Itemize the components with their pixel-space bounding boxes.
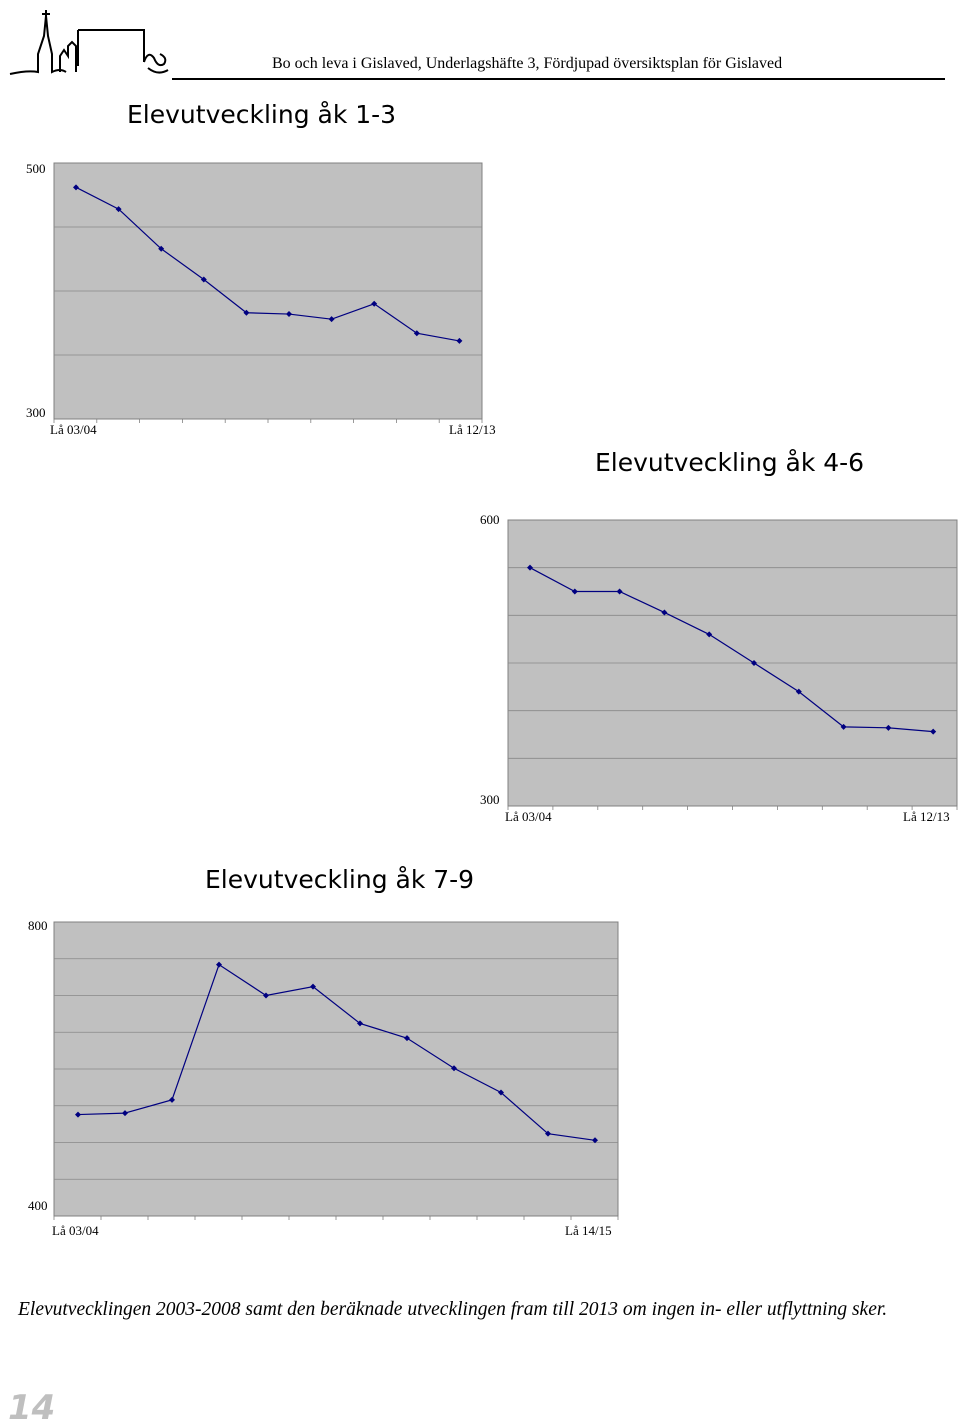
x-first-label-ak-7-9: Lå 03/04 [52, 1223, 99, 1238]
data-point-1-8 [371, 300, 378, 307]
y-min-label-ak-4-6: 300 [480, 792, 500, 807]
x-last-label-ak-1-3: Lå 12/13 [449, 422, 496, 437]
data-point-2-2 [571, 588, 578, 595]
y-max-label-ak-4-6: 600 [480, 512, 500, 527]
y-max-label-ak-7-9: 800 [28, 918, 48, 933]
gislaved-logo [9, 10, 169, 75]
figure-caption: Elevutvecklingen 2003-2008 samt den berä… [18, 1299, 888, 1320]
data-point-3-9 [451, 1065, 457, 1072]
x-last-label-ak-4-6: Lå 12/13 [903, 809, 950, 824]
data-point-1-2 [115, 206, 122, 213]
data-point-1-4 [200, 276, 207, 283]
data-point-1-1 [73, 184, 79, 191]
data-point-3-2 [122, 1110, 128, 1117]
series-line-2 [529, 567, 934, 733]
data-point-1-10 [456, 337, 463, 344]
data-point-1-7 [328, 316, 335, 323]
data-point-3-4 [216, 961, 222, 968]
data-point-3-8 [404, 1035, 410, 1042]
data-point-3-1 [75, 1111, 81, 1118]
series-line-3 [77, 963, 596, 1141]
data-point-2-8 [840, 723, 847, 730]
x-first-label-ak-4-6: Lå 03/04 [505, 809, 552, 824]
data-point-2-10 [930, 728, 937, 735]
data-point-2-9 [885, 724, 892, 731]
y-min-label-ak-7-9: 400 [28, 1198, 48, 1213]
data-point-2-5 [706, 631, 713, 638]
data-point-3-11 [545, 1130, 551, 1137]
y-min-label-ak-1-3: 300 [26, 405, 46, 420]
chart-title-ak-1-3: Elevutveckling åk 1-3 [127, 100, 397, 129]
data-point-3-12 [592, 1137, 598, 1144]
series-line-1 [75, 186, 460, 342]
data-point-3-6 [310, 983, 316, 990]
data-point-1-6 [286, 311, 292, 318]
header-title: Bo och leva i Gislaved, Underlagshäfte 3… [272, 55, 783, 72]
data-point-2-3 [616, 588, 623, 595]
x-last-label-ak-7-9: Lå 14/15 [565, 1223, 612, 1238]
data-point-3-5 [263, 992, 269, 999]
data-point-2-1 [527, 564, 533, 571]
data-point-3-3 [169, 1096, 175, 1103]
x-first-label-ak-1-3: Lå 03/04 [50, 422, 97, 437]
page-number: 14 [8, 1388, 56, 1428]
chart-title-ak-4-6: Elevutveckling åk 4-6 [595, 448, 865, 477]
data-point-3-7 [357, 1020, 363, 1027]
data-point-2-7 [795, 688, 802, 695]
chart-title-ak-7-9: Elevutveckling åk 7-9 [205, 865, 475, 894]
data-point-2-6 [751, 660, 757, 666]
data-point-3-10 [498, 1089, 504, 1096]
y-max-label-ak-1-3: 500 [26, 161, 46, 176]
header-rule [172, 78, 945, 80]
data-point-1-3 [158, 245, 165, 252]
data-point-1-9 [413, 330, 420, 337]
data-point-1-5 [243, 309, 250, 316]
data-point-2-4 [661, 609, 668, 616]
